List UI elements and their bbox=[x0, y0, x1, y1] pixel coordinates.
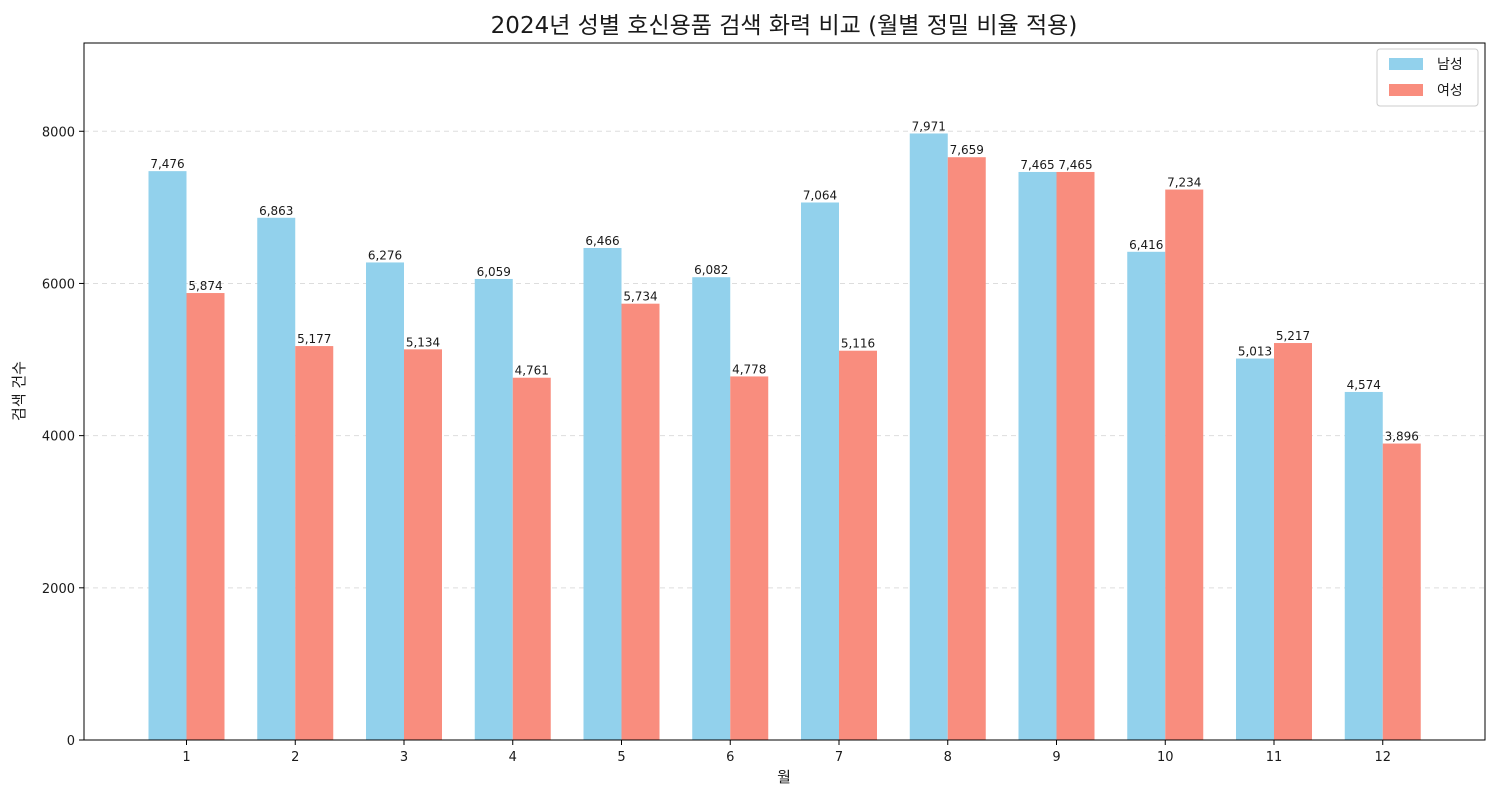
x-tick-label: 9 bbox=[1052, 750, 1060, 765]
data-label-female-month-5: 5,734 bbox=[623, 290, 657, 304]
data-label-male-month-5: 6,466 bbox=[585, 234, 619, 248]
y-tick-label: 0 bbox=[67, 734, 75, 749]
bar-female-month-10 bbox=[1165, 189, 1204, 741]
data-label-male-month-1: 7,476 bbox=[150, 157, 184, 171]
bar-male-month-5 bbox=[583, 247, 622, 741]
bar-female-month-12 bbox=[1382, 443, 1421, 740]
legend-label-male: 남성 bbox=[1437, 57, 1463, 73]
data-label-male-month-4: 6,059 bbox=[477, 265, 511, 279]
data-label-male-month-9: 7,465 bbox=[1020, 158, 1054, 172]
bar-male-month-3 bbox=[366, 262, 404, 740]
data-label-male-month-11: 5,013 bbox=[1238, 345, 1272, 359]
x-tick-label: 12 bbox=[1374, 750, 1391, 765]
bar-female-month-8 bbox=[947, 157, 986, 741]
chart-title: 2024년 성별 호신용품 검색 화력 비교 (월별 정밀 비율 적용) bbox=[491, 13, 1078, 39]
y-tick-label: 2000 bbox=[42, 582, 75, 597]
bar-male-month-11 bbox=[1236, 358, 1274, 740]
x-axis-label: 월 bbox=[777, 768, 791, 786]
bar-male-month-10 bbox=[1127, 251, 1166, 740]
bar-male-month-8 bbox=[909, 133, 948, 741]
x-tick-label: 11 bbox=[1266, 750, 1283, 765]
y-tick-label: 8000 bbox=[42, 125, 75, 140]
data-label-female-month-11: 5,217 bbox=[1276, 329, 1310, 343]
data-label-male-month-8: 7,971 bbox=[912, 119, 946, 133]
data-label-male-month-12: 4,574 bbox=[1347, 378, 1381, 392]
data-label-male-month-6: 6,082 bbox=[694, 263, 728, 277]
x-tick-label: 4 bbox=[509, 750, 517, 765]
x-tick-label: 3 bbox=[400, 750, 408, 765]
data-label-female-month-9: 7,465 bbox=[1058, 158, 1092, 172]
bar-female-month-11 bbox=[1274, 343, 1312, 740]
bar-male-month-9 bbox=[1018, 171, 1057, 740]
bar-male-month-6 bbox=[692, 277, 731, 740]
x-tick-label: 6 bbox=[726, 750, 734, 765]
legend-label-female: 여성 bbox=[1437, 83, 1463, 99]
bar-female-month-1 bbox=[186, 293, 225, 740]
x-tick-label: 10 bbox=[1157, 750, 1174, 765]
plot-frame bbox=[83, 42, 1486, 741]
legend: 남성 여성 bbox=[1376, 48, 1479, 107]
x-tick-label: 2 bbox=[291, 750, 299, 765]
bar-male-month-4 bbox=[474, 278, 513, 740]
data-label-female-month-1: 5,874 bbox=[188, 279, 222, 293]
x-axis: 1 2 3 4 5 6 7 8 9 10 11 12 bbox=[182, 740, 1391, 765]
data-label-female-month-6: 4,778 bbox=[732, 362, 766, 376]
legend-swatch-female bbox=[1389, 84, 1423, 96]
x-tick-label: 1 bbox=[182, 750, 190, 765]
data-label-male-month-3: 6,276 bbox=[368, 248, 402, 262]
bar-male-month-1 bbox=[148, 171, 187, 740]
data-label-male-month-7: 7,064 bbox=[803, 188, 837, 202]
data-label-female-month-3: 5,134 bbox=[406, 335, 440, 349]
legend-swatch-male bbox=[1389, 58, 1423, 70]
bar-male-month-7 bbox=[801, 202, 839, 740]
bars-layer bbox=[148, 133, 1421, 741]
y-axis-label: 검색 건수 bbox=[10, 361, 28, 421]
data-label-female-month-7: 5,116 bbox=[841, 337, 875, 351]
data-label-male-month-2: 6,863 bbox=[259, 204, 293, 218]
data-label-female-month-10: 7,234 bbox=[1167, 176, 1201, 190]
x-tick-label: 7 bbox=[835, 750, 843, 765]
bar-female-month-9 bbox=[1056, 171, 1095, 740]
data-label-male-month-10: 6,416 bbox=[1129, 238, 1163, 252]
bar-female-month-5 bbox=[621, 303, 660, 740]
y-axis: 0 2000 4000 6000 8000 bbox=[42, 125, 84, 749]
legend-box bbox=[1376, 48, 1479, 107]
bar-female-month-7 bbox=[839, 350, 877, 740]
data-labels-layer: 7,476 6,863 6,276 6,059 6,466 6,082 7,064 7,971… bbox=[150, 119, 1419, 443]
bar-female-month-2 bbox=[295, 346, 334, 740]
y-tick-label: 4000 bbox=[42, 430, 75, 445]
bar-female-month-6 bbox=[730, 376, 769, 740]
x-tick-label: 8 bbox=[944, 750, 952, 765]
data-label-female-month-2: 5,177 bbox=[297, 332, 331, 346]
bar-female-month-3 bbox=[404, 349, 442, 740]
bar-female-month-4 bbox=[512, 377, 551, 740]
data-label-female-month-4: 4,761 bbox=[515, 364, 549, 378]
bar-male-month-12 bbox=[1344, 391, 1383, 740]
y-tick-label: 6000 bbox=[42, 277, 75, 292]
bar-male-month-2 bbox=[257, 217, 296, 740]
x-tick-label: 5 bbox=[617, 750, 625, 765]
data-label-female-month-12: 3,896 bbox=[1385, 430, 1419, 444]
data-label-female-month-8: 7,659 bbox=[950, 143, 984, 157]
